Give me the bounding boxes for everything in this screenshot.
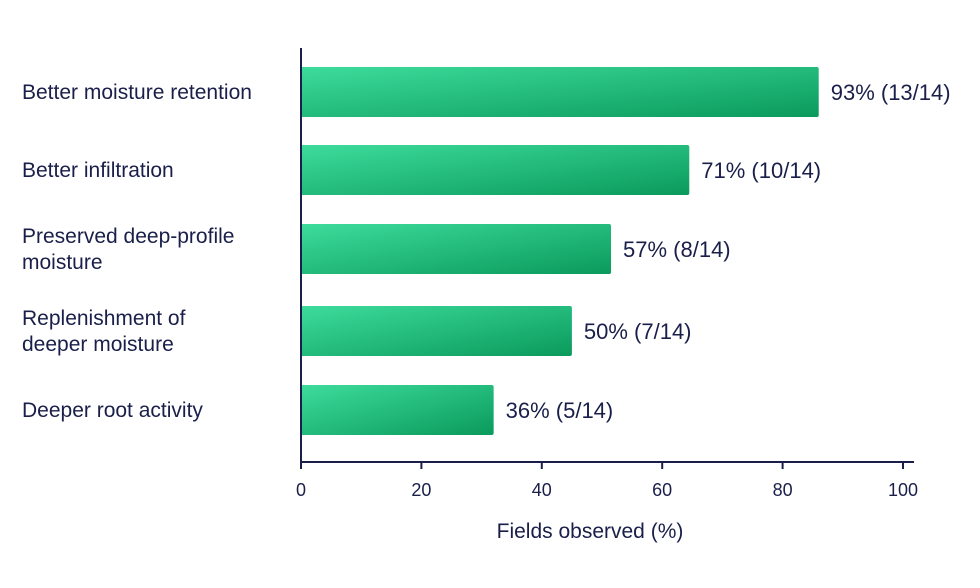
bar (301, 306, 572, 356)
category-label: Deeper root activity (22, 399, 203, 422)
data-label: 57% (8/14) (623, 237, 731, 262)
x-tick-label: 80 (773, 480, 793, 500)
bar (301, 145, 690, 195)
bar (301, 67, 819, 117)
data-label: 36% (5/14) (506, 398, 614, 423)
x-tick-label: 60 (652, 480, 672, 500)
data-label: 93% (13/14) (831, 80, 951, 105)
bar (301, 224, 612, 274)
category-label: Better infiltration (22, 159, 174, 182)
x-axis-title: Fields observed (%) (497, 520, 684, 543)
x-tick-label: 100 (888, 480, 918, 500)
category-label: Better moisture retention (22, 81, 252, 104)
x-tick-label: 20 (411, 480, 431, 500)
data-label: 50% (7/14) (584, 319, 692, 344)
category-label: Preserved deep-profile moisture (22, 225, 234, 274)
x-tick-label: 40 (532, 480, 552, 500)
x-tick-label: 0 (296, 480, 306, 500)
category-label: Replenishment of deeper moisture (22, 307, 186, 356)
bar (301, 385, 494, 435)
data-label: 71% (10/14) (701, 158, 821, 183)
